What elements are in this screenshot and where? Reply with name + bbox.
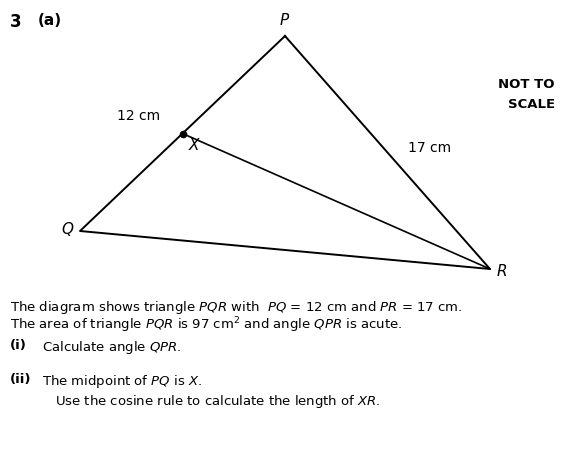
Text: 3: 3 (10, 13, 22, 31)
Text: The diagram shows triangle $PQR$ with  $PQ$ = 12 cm and $PR$ = 17 cm.: The diagram shows triangle $PQR$ with $P… (10, 299, 463, 316)
Text: Calculate angle $QPR$.: Calculate angle $QPR$. (42, 339, 181, 356)
Text: (a): (a) (38, 13, 62, 28)
Text: SCALE: SCALE (508, 98, 555, 111)
Text: NOT TO: NOT TO (498, 78, 555, 91)
Text: The area of triangle $PQR$ is 97 cm$^{2}$ and angle $QPR$ is acute.: The area of triangle $PQR$ is 97 cm$^{2}… (10, 315, 402, 335)
Text: The midpoint of $PQ$ is $X$.: The midpoint of $PQ$ is $X$. (42, 373, 202, 390)
Text: 12 cm: 12 cm (117, 109, 161, 123)
Text: $R$: $R$ (496, 263, 507, 279)
Text: 17 cm: 17 cm (408, 141, 451, 155)
Text: Use the cosine rule to calculate the length of $XR$.: Use the cosine rule to calculate the len… (55, 393, 381, 410)
Text: (ii): (ii) (10, 373, 32, 386)
Text: $P$: $P$ (280, 12, 290, 28)
Text: (i): (i) (10, 339, 27, 352)
Text: $Q$: $Q$ (61, 220, 74, 238)
Text: $X$: $X$ (188, 138, 202, 153)
